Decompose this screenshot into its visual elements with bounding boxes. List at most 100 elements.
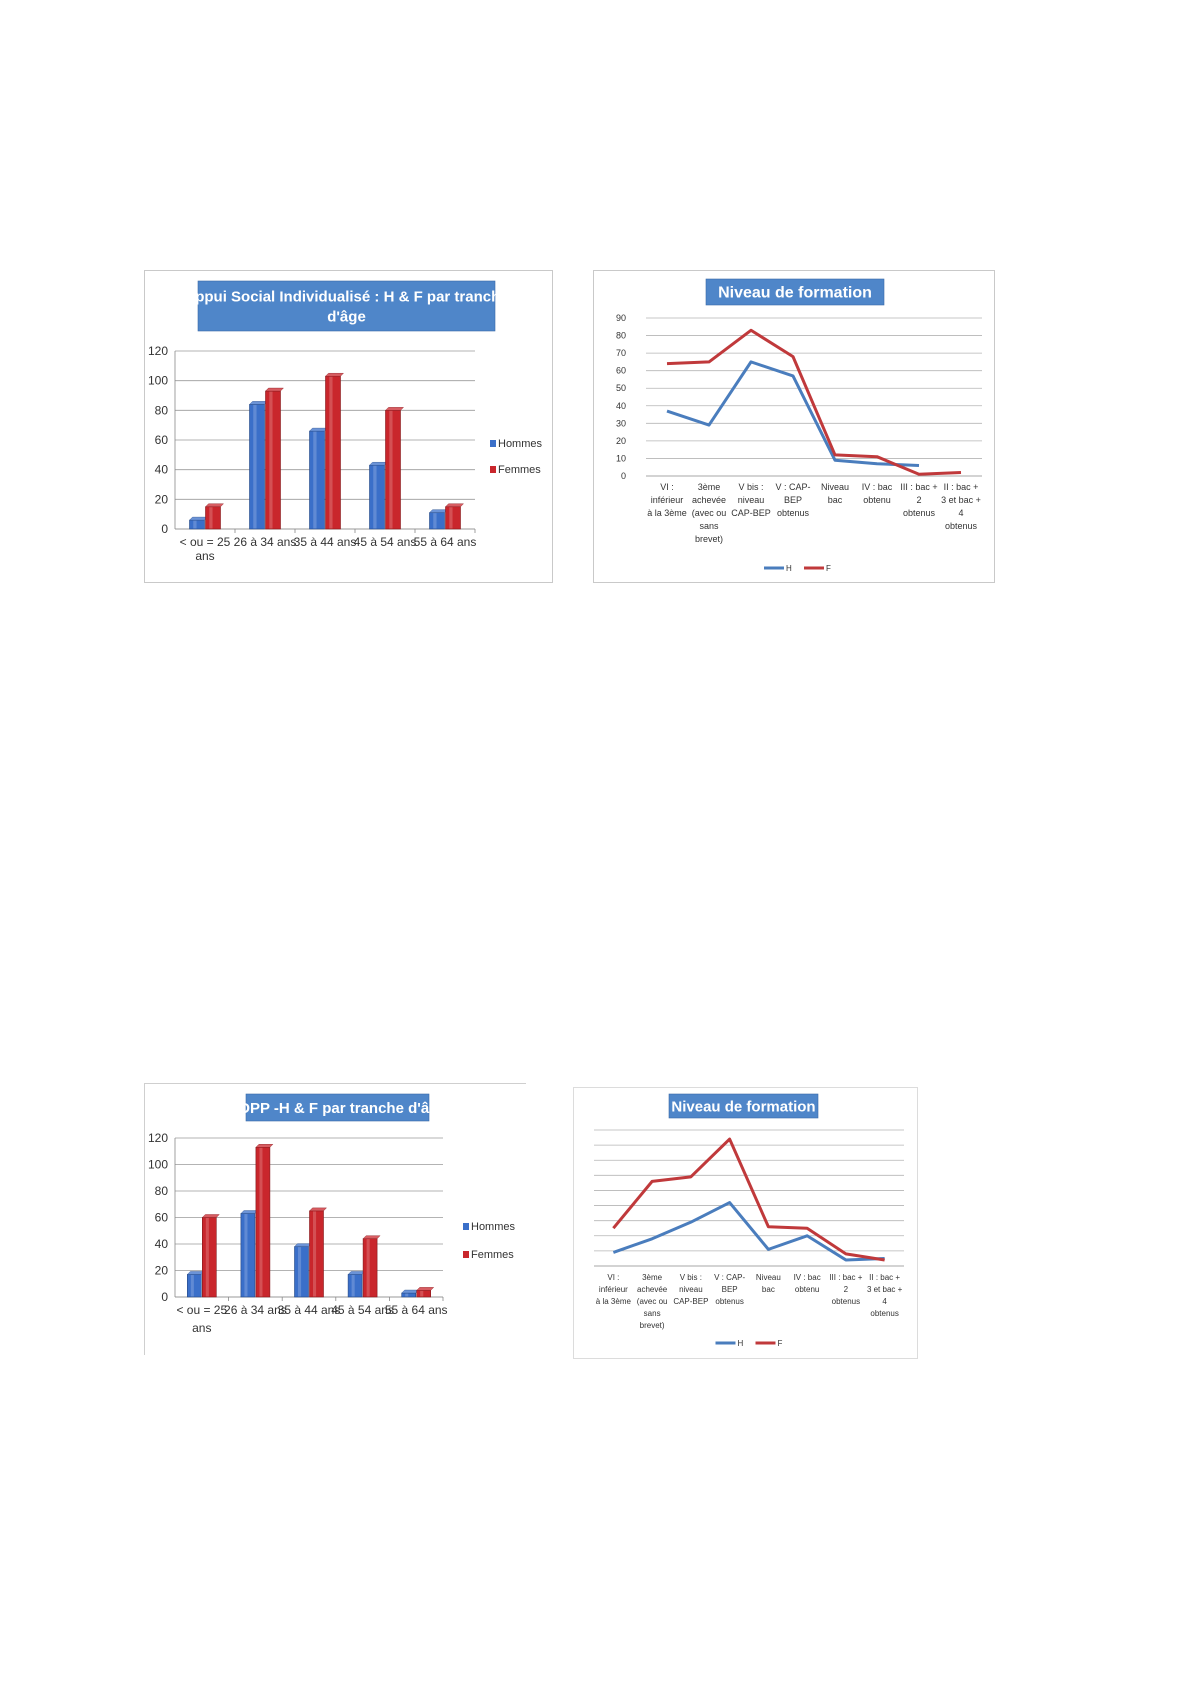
bar-body (309, 430, 325, 530)
x-category-label-line: niveau (738, 495, 765, 505)
x-category-label-line: 4 (958, 508, 963, 518)
x-category-label: 3ème achevée (avec ou sans brevet) (692, 482, 727, 544)
bar-femmes (265, 387, 284, 530)
x-category-label-line: 55 à 64 ans (414, 535, 477, 549)
bar-femmes (416, 1287, 435, 1298)
x-category-label-line: brevet) (695, 534, 723, 544)
x-category-label-line: 3 et bac + (867, 1285, 903, 1294)
x-category-label-line: 2 (916, 495, 921, 505)
y-tick-label: 10 (574, 1247, 575, 1256)
bar-top (347, 1271, 366, 1275)
x-category-label: 35 à 44 ans (294, 535, 357, 549)
bar-hommes (189, 516, 208, 530)
y-tick-label: 90 (616, 313, 626, 323)
chart-title: Niveau de formation (671, 1098, 815, 1115)
x-category-label: IV : bac obtenu (794, 1273, 821, 1294)
x-category-label-line: < ou = 25 (180, 535, 231, 549)
y-tick-label: 70 (574, 1156, 575, 1165)
y-tick-label: 60 (155, 1211, 169, 1225)
x-category-label-line: inférieur (651, 495, 684, 505)
chart-title-line: d'âge (327, 308, 366, 325)
x-category-label-line: Niveau (821, 482, 849, 492)
x-category-label-line: V : CAP- (775, 482, 810, 492)
y-tick-label: 100 (148, 374, 168, 388)
series-line (666, 360, 920, 467)
chart-title-line: ADPP -H & F par tranche d'âge (228, 1100, 446, 1117)
bar-body (416, 1290, 432, 1298)
legend-label: H (738, 1339, 744, 1348)
bar-highlight (313, 1211, 317, 1297)
y-tick-label: 100 (148, 1158, 168, 1172)
bar-highlight (269, 391, 273, 529)
x-category-label-line: (avec ou (637, 1297, 668, 1306)
y-tick-label: 20 (155, 492, 169, 506)
y-tick-label: 80 (574, 1141, 575, 1150)
legend-label: Hommes (498, 438, 543, 450)
bar-highlight (205, 1218, 209, 1297)
bar-body (309, 1210, 324, 1298)
x-category-label-line: IV : bac (862, 482, 893, 492)
series-h (666, 360, 920, 467)
chart-svg: ADPP -H & F par tranche d'âge 0 20 40 60 80 10… (148, 1093, 516, 1335)
chart-title: Appui Social Individualisé : H & F par t… (184, 288, 508, 325)
x-category-label-line: IV : bac (794, 1273, 821, 1282)
bar-top (186, 1271, 205, 1275)
y-tick-label: 80 (616, 331, 626, 341)
y-tick-label: 50 (574, 1186, 575, 1195)
series-line (612, 1201, 885, 1262)
x-category-label-line: brevet) (640, 1321, 665, 1330)
x-category-label: V bis : niveau CAP-BEP (673, 1273, 708, 1306)
x-category-label-line: CAP-BEP (673, 1297, 708, 1306)
x-category-label-line: 3ème (698, 482, 721, 492)
bar-body (385, 410, 401, 530)
bar-top (401, 1289, 420, 1294)
bar-hommes (186, 1271, 205, 1298)
y-tick-label: 120 (148, 344, 168, 358)
bar-top (189, 516, 208, 521)
bar-body (186, 1274, 202, 1298)
x-category-label-line: CAP-BEP (731, 508, 771, 518)
bar-body (265, 390, 281, 530)
bar-top (325, 373, 344, 377)
bar-highlight (329, 376, 333, 529)
legend-label: Hommes (471, 1221, 516, 1233)
x-category-label: V : CAP- BEP obtenus (775, 482, 810, 518)
chart-title: Niveau de formation (718, 285, 872, 302)
y-tick-label: 90 (574, 1126, 575, 1135)
bar-top (249, 401, 268, 405)
bar-top (429, 509, 448, 513)
y-tick-label: 30 (574, 1217, 575, 1226)
x-category-label-line: 35 à 44 ans (278, 1303, 341, 1317)
x-category-label-line: niveau (679, 1285, 703, 1294)
bar-top (265, 387, 284, 392)
series-line (666, 328, 962, 476)
bar-top (445, 503, 464, 507)
x-category-label-line: bac (828, 495, 843, 505)
bar-highlight (366, 1239, 370, 1297)
x-category-label-line: Niveau (756, 1273, 781, 1282)
bar-hommes (347, 1271, 366, 1298)
x-category-label-line: obtenus (832, 1297, 860, 1306)
x-category-label-line: obtenus (945, 521, 978, 531)
x-category-label-line: 45 à 54 ans (331, 1303, 394, 1317)
bar-highlight (259, 1147, 263, 1297)
y-tick-label: 20 (155, 1264, 169, 1278)
bar-femmes (309, 1207, 327, 1298)
bar-hommes (309, 427, 328, 530)
series-f (666, 328, 962, 476)
bar-highlight (193, 520, 197, 529)
bar-chart-adpp: ADPP -H & F par tranche d'âge 0 20 40 60 80 10… (144, 1083, 526, 1355)
x-category-label-line: obtenus (870, 1309, 898, 1318)
x-category-label-line: ans (192, 1321, 211, 1335)
x-category-label: V bis : niveau CAP-BEP (731, 482, 771, 518)
bar-highlight (298, 1247, 302, 1297)
bar-top (309, 1207, 327, 1212)
x-category-label: 35 à 44 ans (278, 1303, 341, 1317)
y-tick-label: 0 (621, 471, 626, 481)
legend-swatch-femmes (490, 466, 496, 473)
legend-swatch-femmes (463, 1251, 469, 1258)
x-category-label-line: 2 (844, 1285, 849, 1294)
x-category-label-line: 26 à 34 ans (224, 1303, 287, 1317)
bar-top (294, 1243, 312, 1247)
legend-label: F (778, 1339, 783, 1348)
